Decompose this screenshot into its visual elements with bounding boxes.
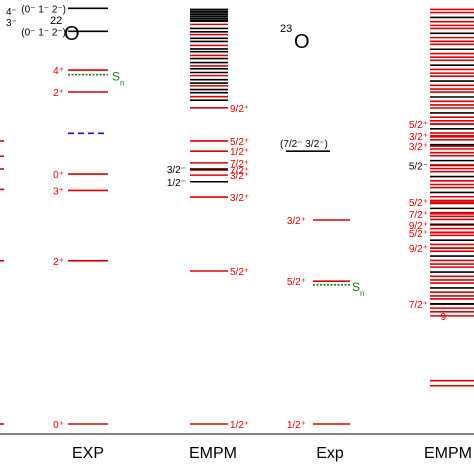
jp-label-o22-empm-1: 5/2⁺ [230,267,249,278]
jp-label-o22-exp-4: 2⁺ [53,88,64,99]
jp-label-o23-exp-0: 1/2⁺ [287,420,306,431]
sn-label-o23: S [352,280,360,294]
sn-label-o22: S [112,70,120,84]
jp-label-o23-empm-7: 3/2⁺ [409,142,428,153]
jp-label-o23-empm-partial: 9 [440,312,446,323]
jp-label-o22-exp-7: (0⁻ 1⁻ 2⁻) [21,4,66,15]
column-label-empm-2: EMPM [424,445,472,462]
nucleus-mass-22: 22 [50,15,62,27]
column-label-exp-2: Exp [316,445,344,462]
partial-jp-label-0: 4⁻ [6,7,17,18]
nucleus-symbol-o22: O [64,23,80,45]
jp-label-o22-empm-9: 1/2⁻ [167,178,186,189]
nucleus-symbol-o23: O [294,31,310,53]
jp-label-o23-empm-0: 7/2⁺ [409,300,428,311]
jp-label-o22-empm-2: 3/2⁺ [230,193,249,204]
jp-label-o22-empm-4: 7/2⁺ [230,166,249,177]
jp-label-o22-empm-7: 5/2⁺ [230,137,249,148]
jp-label-o23-empm-6: 5/2⁻ [409,161,428,172]
jp-label-o22-exp-0: 0⁺ [53,420,64,431]
nucleus-title-o22: 22 O [50,15,80,45]
jp-label-o23-exp-3: (7/2⁻ 3/2⁻) [280,139,328,150]
jp-label-o23-empm-8: 3/2⁺ [409,132,428,143]
levels-layer: 4⁻3⁻ 0⁺ 2⁺ 3⁺ 0⁺ 2⁺ 4⁺ (0⁻ 1⁻ 2⁻) (0⁻ 1⁻ 2⁻) S n 1/… [0,4,474,431]
jp-label-o23-empm-5: 5/2⁺ [409,198,428,209]
jp-label-o22-empm-3: 3/2⁺ [230,171,249,182]
jp-label-o23-empm-2: 5/2⁺ [409,229,428,240]
sn-sub-o23: n [360,289,364,298]
nucleus-title-o23: 23 O [280,23,310,53]
jp-label-o23-empm-3: 9/2⁺ [409,221,428,232]
jp-label-o22-exp-2: 3⁺ [53,186,64,197]
jp-label-o23-empm-4: 7/2⁺ [409,210,428,221]
jp-label-o23-exp-2: 3/2⁺ [287,216,306,227]
nucleus-mass-23: 23 [280,23,292,35]
jp-label-o23-empm-9: 5/2⁺ [409,120,428,131]
jp-label-o22-empm-8: 9/2⁺ [230,104,249,115]
partial-jp-label-1: 3⁻ [6,18,17,29]
column-label-exp: EXP [72,445,104,462]
jp-label-o23-exp-1: 5/2⁺ [287,277,306,288]
jp-label-o22-exp-6: (0⁻ 1⁻ 2⁻) [21,27,66,38]
jp-label-o22-exp-5: 4⁺ [53,66,64,77]
sn-sub-o22: n [120,79,124,88]
jp-label-o22-exp-1: 2⁺ [53,257,64,268]
jp-label-o22-empm-10: 3/2⁻ [167,165,186,176]
jp-label-o22-exp-3: 0⁺ [53,170,64,181]
jp-label-o22-empm-6: 1/2⁺ [230,147,249,158]
column-label-empm-1: EMPM [189,445,237,462]
jp-label-o22-empm-0: 1/2⁺ [230,420,249,431]
jp-label-o23-empm-1: 9/2⁺ [409,244,428,255]
jp-label-o22-empm-5: 7/2⁺ [230,159,249,170]
